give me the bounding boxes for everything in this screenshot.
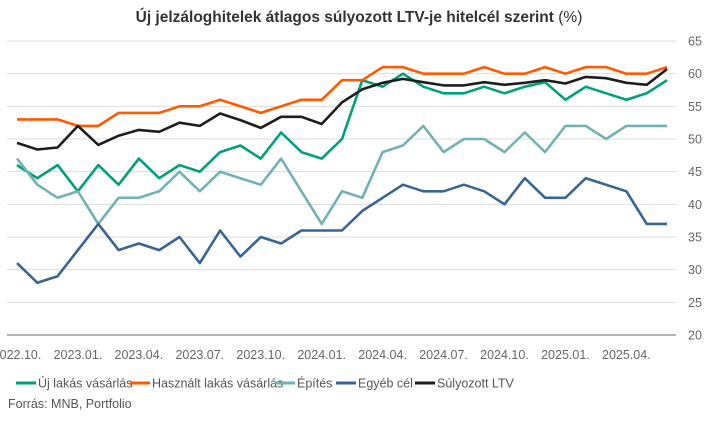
x-axis-ticks: 2022.10. 2023.01. 2023.04. 2023.07. 2023.10.… [0,348,651,362]
x-tick-label: 2024.10. [480,348,529,362]
y-tick-label: 60 [688,67,702,81]
series-line [16,72,668,193]
series-line [15,124,667,226]
x-tick-label: 2025.04. [602,348,651,362]
chart-title-unit: (%) [558,9,582,26]
y-tick-label: 65 [688,35,702,49]
y-tick-label: 30 [688,263,702,277]
gridlines [7,40,676,336]
x-tick-label: 2024.07. [419,348,468,362]
legend-item[interactable]: Egyéb cél [336,377,413,391]
legend: Új lakás vásárlás Használt lakás vásárlás… [16,376,515,391]
y-tick-label: 55 [688,100,702,114]
legend-item[interactable]: Új lakás vásárlás [16,376,132,391]
legend-label: Használt lakás vásárlás [152,377,283,391]
y-tick-label: 20 [688,329,702,343]
x-tick-label: 2024.01. [297,348,346,362]
legend-label: Új lakás vásárlás [38,376,132,391]
x-tick-label: 2023.04. [115,348,164,362]
legend-item[interactable]: Használt lakás vásárlás [130,377,283,391]
legend-item[interactable]: Súlyozott LTV [415,377,515,391]
x-tick-label: 2024.04. [358,348,407,362]
legend-label: Egyéb cél [358,377,413,391]
y-tick-label: 40 [688,198,702,212]
y-tick-label: 45 [688,165,702,179]
series-line [17,65,668,128]
source-note: Forrás: MNB, Portfolio [8,397,132,411]
y-tick-label: 35 [688,231,702,245]
series-line [16,176,667,285]
series-lines [15,65,668,285]
x-tick-label: 2025.01. [541,348,590,362]
series-line [16,68,668,151]
legend-label: Építés [297,376,332,391]
x-tick-label: 2023.10. [236,348,285,362]
y-axis-ticks: 20 25 30 35 40 45 50 55 60 65 [688,35,702,343]
y-tick-label: 25 [688,296,702,310]
x-tick-label: 2022.10. [0,348,41,362]
chart-title: Új jelzáloghitelek átlagos súlyozott LTV… [136,8,583,26]
y-tick-label: 50 [688,133,702,147]
legend-item[interactable]: Építés [275,376,332,391]
x-tick-label: 2023.01. [54,348,103,362]
x-tick-label: 2023.07. [175,348,224,362]
legend-label: Súlyozott LTV [437,377,515,391]
